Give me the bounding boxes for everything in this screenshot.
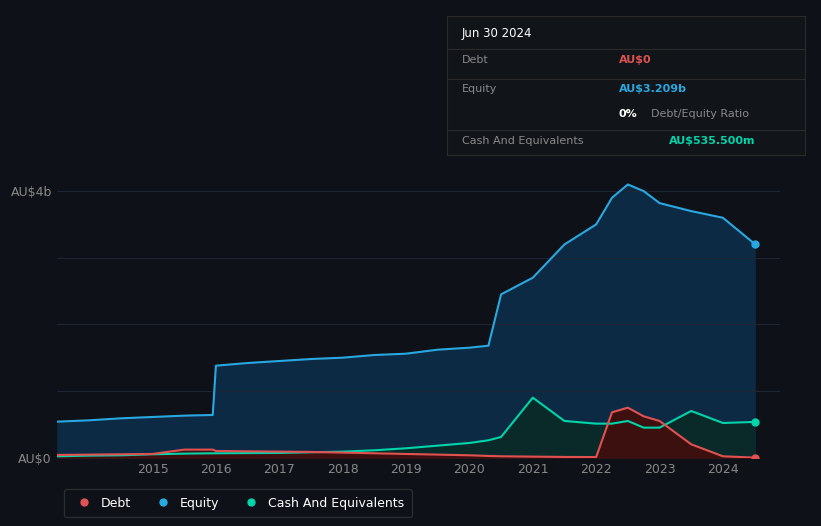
Text: Jun 30 2024: Jun 30 2024 <box>461 27 532 40</box>
Text: Cash And Equivalents: Cash And Equivalents <box>461 136 583 146</box>
Text: AU$0: AU$0 <box>619 55 652 65</box>
Text: Equity: Equity <box>461 84 497 94</box>
Text: AU$3.209b: AU$3.209b <box>619 84 687 94</box>
Text: Debt: Debt <box>461 55 488 65</box>
Legend: Debt, Equity, Cash And Equivalents: Debt, Equity, Cash And Equivalents <box>64 489 412 518</box>
Text: AU$535.500m: AU$535.500m <box>669 136 755 146</box>
Text: 0%: 0% <box>619 109 638 119</box>
Text: Debt/Equity Ratio: Debt/Equity Ratio <box>651 109 749 119</box>
